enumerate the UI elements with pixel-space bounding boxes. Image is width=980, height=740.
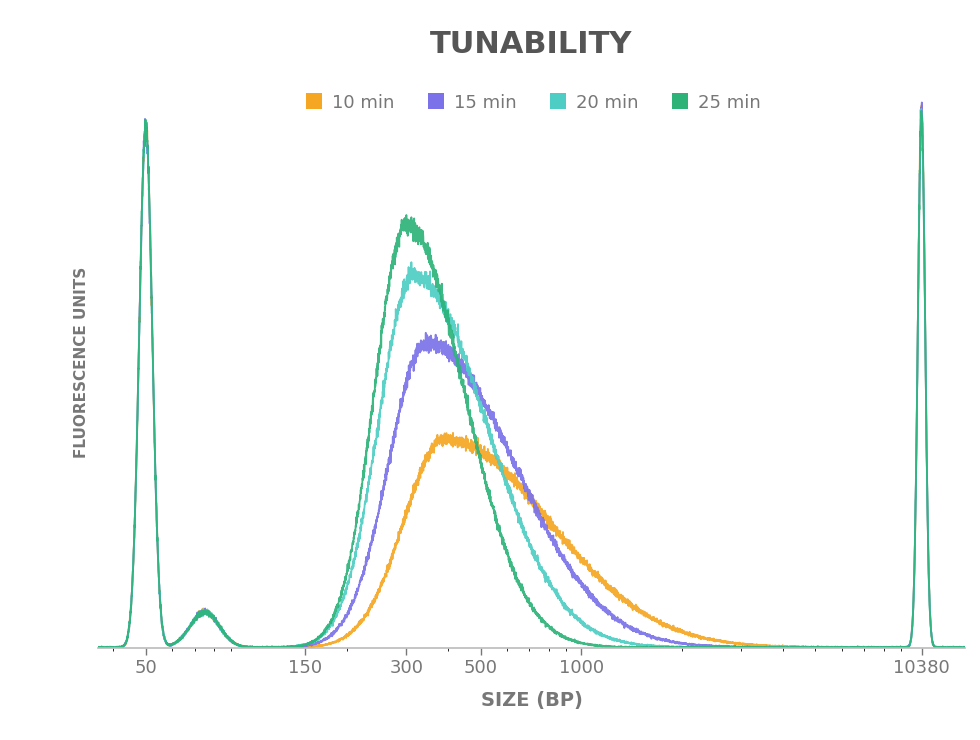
Title: TUNABILITY: TUNABILITY [430, 30, 633, 58]
Y-axis label: FLUORESCENCE UNITS: FLUORESCENCE UNITS [74, 267, 89, 458]
Legend: 10 min, 15 min, 20 min, 25 min: 10 min, 15 min, 20 min, 25 min [298, 87, 768, 120]
X-axis label: SIZE (BP): SIZE (BP) [480, 691, 582, 710]
